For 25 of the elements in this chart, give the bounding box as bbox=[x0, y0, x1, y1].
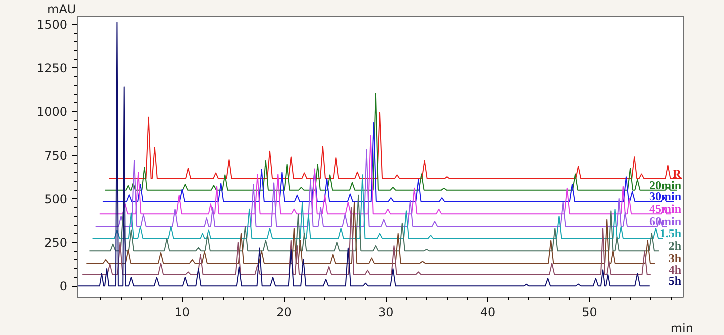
x-tick-label: 20 bbox=[276, 306, 292, 320]
x-tick-label: 10 bbox=[174, 306, 190, 320]
y-tick-label: 750 bbox=[44, 148, 68, 163]
x-tick-label: 40 bbox=[480, 306, 496, 320]
series-label: R bbox=[672, 166, 682, 181]
x-tick-label: 50 bbox=[582, 306, 598, 320]
line-series bbox=[108, 112, 683, 180]
line-series bbox=[82, 207, 652, 276]
x-tick-label: 30 bbox=[378, 306, 394, 320]
series-label: 5h bbox=[668, 274, 682, 288]
y-tick-label: 1250 bbox=[36, 61, 68, 76]
y-tick-label: 250 bbox=[44, 236, 68, 250]
series-label: 20min bbox=[649, 178, 682, 192]
y-tick-label: 500 bbox=[44, 192, 68, 206]
y-axis-title: mAU bbox=[48, 2, 76, 16]
series-label: 1.5h bbox=[660, 226, 682, 241]
series-label: 30min bbox=[649, 190, 682, 204]
x-axis-title: min bbox=[670, 322, 694, 335]
series-label: 2h bbox=[668, 239, 682, 254]
y-tick-label: 1500 bbox=[36, 18, 68, 32]
series-label: 3h bbox=[668, 251, 682, 266]
line-series bbox=[78, 22, 650, 287]
series-label: 4h bbox=[668, 262, 682, 277]
y-tick-label: 0 bbox=[60, 280, 68, 294]
y-tick-label: 1000 bbox=[36, 105, 68, 120]
